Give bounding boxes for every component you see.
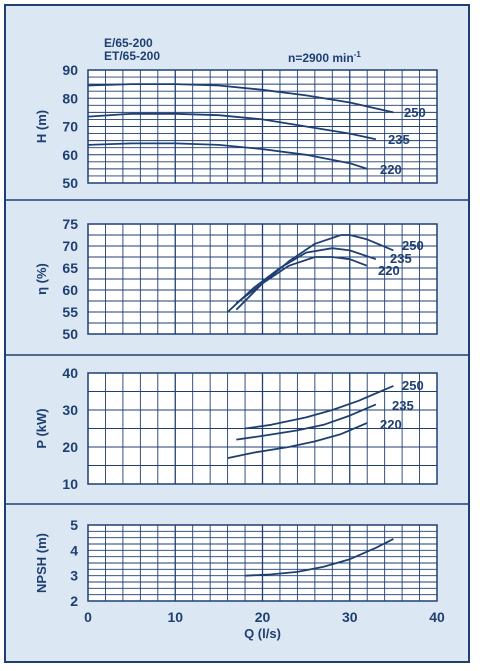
curve-label: 235 (390, 251, 412, 266)
curve-label: 250 (402, 378, 424, 393)
y-tick-label: 70 (62, 119, 78, 135)
y-tick-label: 10 (62, 476, 78, 492)
y-axis-label: η (%) (34, 263, 49, 295)
curve-npsh (245, 538, 394, 577)
y-tick-label: 55 (62, 304, 78, 320)
curve-label: 235 (388, 132, 410, 147)
x-axis-label: Q (l/s) (244, 626, 281, 641)
model-label-2: ET/65-200 (104, 49, 161, 63)
curve-dia-235 (236, 403, 377, 441)
y-tick-label: 4 (70, 542, 78, 558)
curve-dia-220 (235, 256, 368, 304)
y-tick-label: 50 (62, 175, 78, 191)
y-tick-label: 20 (62, 439, 78, 455)
y-axis-label: P (kW) (34, 408, 49, 448)
y-tick-label: 65 (62, 260, 78, 276)
curve-dia-250 (244, 385, 394, 430)
x-tick-label: 10 (167, 609, 183, 625)
y-tick-label: 3 (70, 568, 78, 584)
curve-dia-220 (227, 422, 368, 459)
y-axis-label: NPSH (m) (34, 533, 49, 593)
curve-label: 250 (404, 105, 426, 120)
x-tick-label: 40 (429, 609, 445, 625)
y-tick-label: 60 (62, 282, 78, 298)
curve-label: 220 (380, 162, 402, 177)
curve-dia-235 (226, 247, 377, 313)
y-tick-label: 60 (62, 147, 78, 163)
curve-label: 220 (380, 417, 402, 432)
y-tick-label: 90 (62, 62, 78, 78)
y-tick-label: 30 (62, 402, 78, 418)
curve-dia-235 (87, 112, 377, 141)
curve-dia-250 (87, 83, 394, 114)
y-tick-label: 80 (62, 90, 78, 106)
speed-text: n=2900 min (288, 51, 354, 65)
speed-label: n=2900 min-1 (288, 50, 361, 65)
y-tick-label: 40 (62, 365, 78, 381)
y-tick-label: 5 (70, 517, 78, 533)
y-axis-label: H (m) (34, 110, 49, 143)
x-tick-label: 20 (255, 609, 271, 625)
x-tick-label: 0 (84, 609, 92, 625)
y-tick-label: 70 (62, 238, 78, 254)
model-label-1: E/65-200 (104, 36, 153, 50)
y-tick-label: 50 (62, 326, 78, 342)
y-tick-label: 75 (62, 216, 78, 232)
curve-label: 235 (392, 398, 414, 413)
curve-dia-220 (87, 142, 368, 170)
curve-label: 220 (378, 263, 400, 278)
y-tick-label: 2 (70, 593, 78, 609)
x-tick-label: 30 (342, 609, 358, 625)
curve-label: 250 (402, 238, 424, 253)
